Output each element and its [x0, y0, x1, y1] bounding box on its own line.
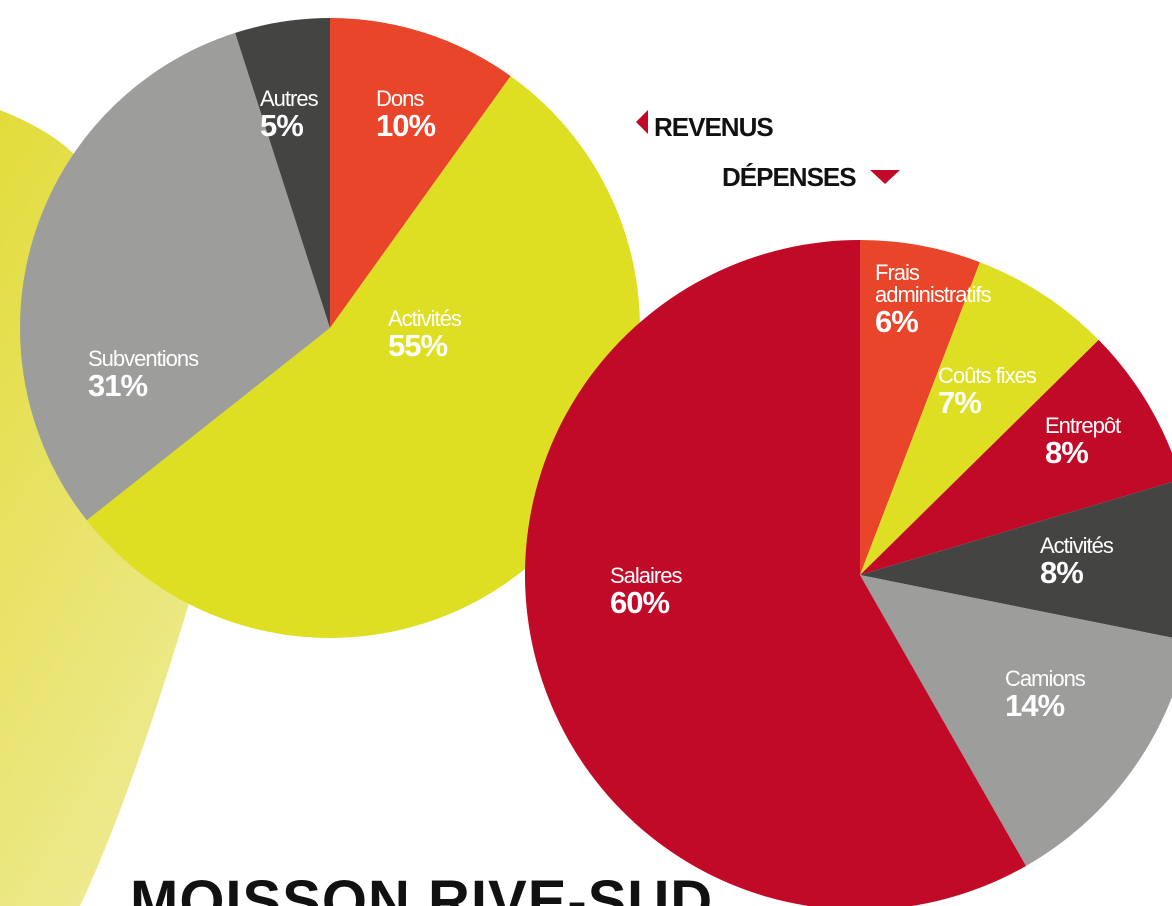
slice-value: 8% [1045, 435, 1089, 470]
slice-value: 8% [1040, 555, 1084, 590]
slice-value: 7% [938, 385, 982, 420]
pie-slice [860, 575, 1172, 866]
pie-slice [20, 32, 331, 521]
slice-value: 10% [376, 108, 436, 143]
slice-name: Entrepôt [1045, 413, 1121, 438]
slice-name: Autres [260, 86, 319, 111]
slice-label: Subventions 31% [88, 346, 199, 403]
slice-value: 5% [260, 108, 304, 143]
legend-revenus: REVENUS [654, 112, 774, 142]
legend-arrow [636, 110, 648, 134]
page-title: MOISSON RIVE-SUD [130, 869, 714, 906]
slice-name: Frais administratifs [875, 260, 992, 307]
pie-slice [525, 240, 1027, 906]
slice-name: Dons [376, 86, 424, 111]
legend-depenses: DÉPENSES [722, 162, 857, 192]
slice-name: Activités [1040, 533, 1114, 558]
slice-value: 14% [1005, 688, 1065, 723]
slice-value: 6% [875, 304, 919, 339]
pie-slice [860, 481, 1172, 638]
slice-name: Activités [388, 306, 462, 331]
pie-slice [330, 18, 511, 328]
slice-label: Salaires 60% [610, 563, 682, 620]
pie-slice [235, 18, 330, 328]
slice-label: Frais administratifs 6% [875, 260, 1005, 339]
pie-slice [860, 262, 1099, 575]
slice-name: Subventions [88, 346, 199, 371]
slice-value: 60% [610, 585, 670, 620]
slice-label: Entrepôt 8% [1045, 413, 1121, 470]
slice-label: Camions 14% [1005, 666, 1086, 723]
slice-name: Coûts fixes [938, 363, 1037, 388]
slice-value: 55% [388, 328, 448, 363]
slice-name: Camions [1005, 666, 1086, 691]
legend-arrow [870, 170, 900, 184]
slice-label: Activités 8% [1040, 533, 1114, 590]
pie-slice [860, 339, 1172, 575]
slice-label: Dons 10% [376, 86, 436, 143]
slice-label: Autres 5% [260, 86, 319, 143]
pie-slice [860, 240, 980, 575]
pie-slice [86, 76, 641, 639]
slice-label: Coûts fixes 7% [938, 363, 1037, 420]
slice-value: 31% [88, 368, 148, 403]
slice-name: Salaires [610, 563, 682, 588]
slice-label: Activités 55% [388, 306, 462, 363]
